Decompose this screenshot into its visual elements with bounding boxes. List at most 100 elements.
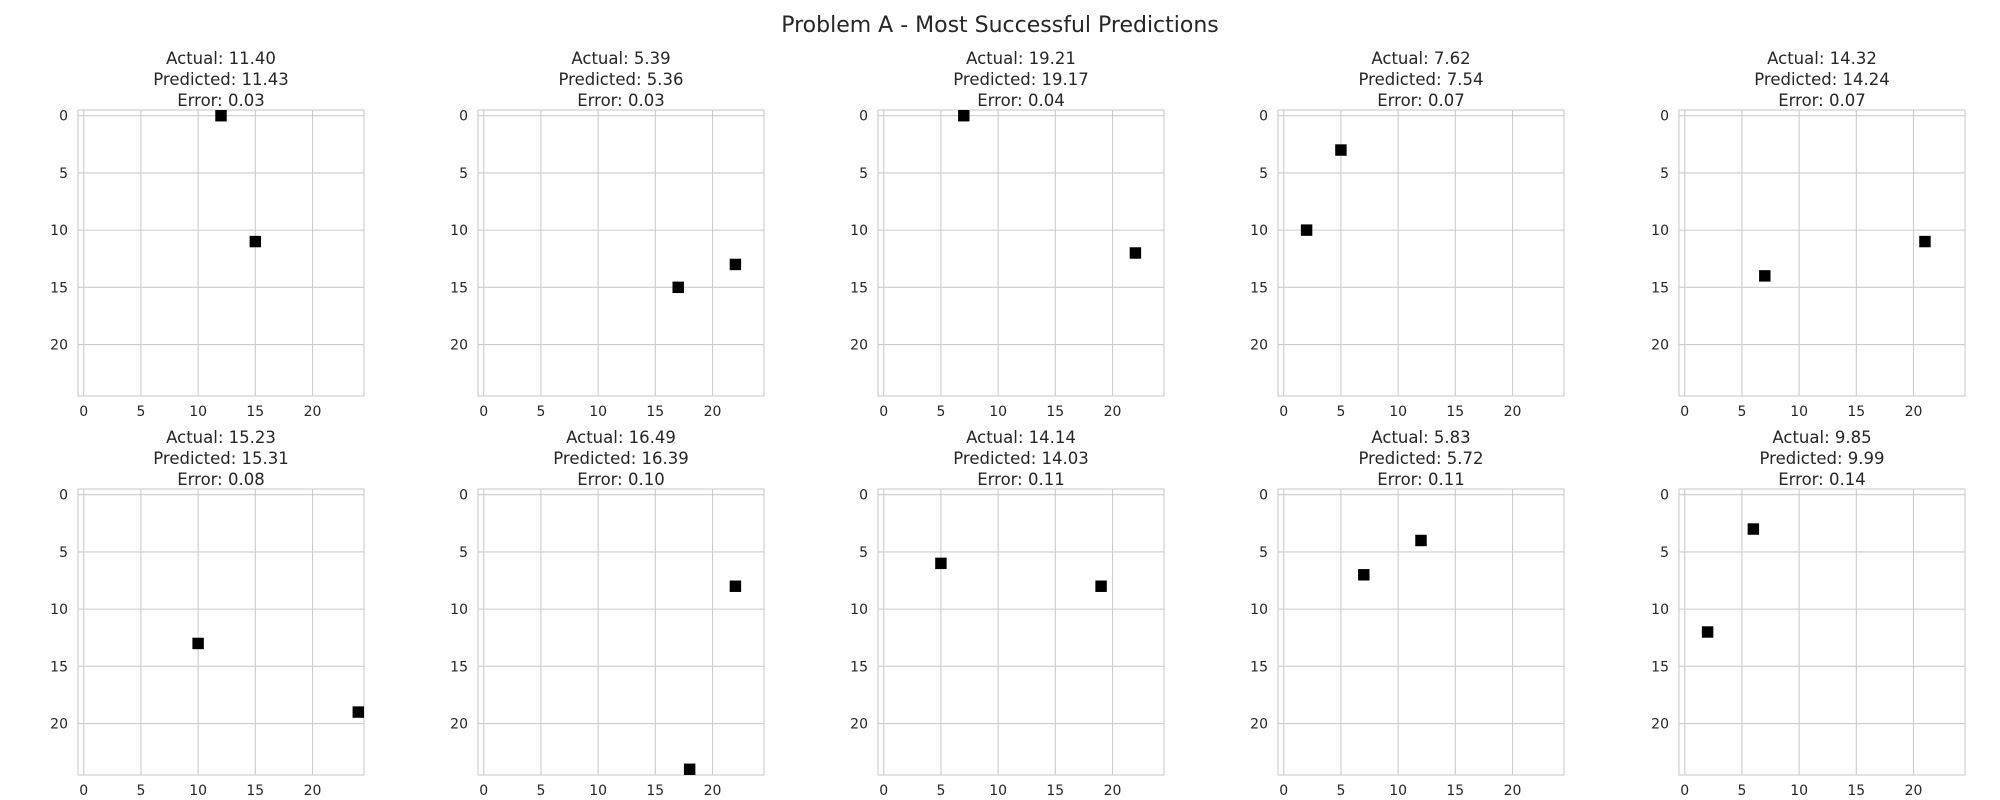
y-tick-label: 5 (1259, 166, 1268, 182)
x-tick-label: 15 (1446, 404, 1464, 420)
y-tick-label: 0 (1259, 109, 1268, 125)
y-tick-label: 20 (1250, 338, 1268, 354)
x-tick-label: 10 (1790, 783, 1808, 799)
x-tick-label: 0 (1680, 783, 1689, 799)
y-tick-label: 15 (50, 280, 68, 296)
axes-frame (1678, 488, 1966, 776)
panel-title-line: Predicted: 5.36 (559, 70, 684, 89)
axes-frame (1277, 488, 1565, 776)
y-tick-label: 0 (59, 488, 68, 504)
panel-title-line: Error: 0.03 (577, 91, 664, 110)
x-tick-label: 20 (304, 783, 322, 799)
x-tick-label: 20 (1905, 783, 1923, 799)
y-tick-label: 20 (850, 338, 868, 354)
panel-title-line: Error: 0.07 (1778, 91, 1865, 110)
y-tick-label: 5 (859, 545, 868, 561)
panel-title-line: Error: 0.07 (1377, 91, 1464, 110)
axes-frame (877, 488, 1165, 776)
axes-frame (1678, 109, 1966, 397)
active-cell (729, 580, 742, 592)
x-tick-label: 20 (1104, 404, 1122, 420)
active-cell (1358, 569, 1370, 581)
active-cell (215, 110, 227, 122)
active-cell (672, 281, 684, 294)
panel-title-line: Actual: 14.14 (966, 428, 1076, 447)
y-tick-label: 0 (859, 488, 868, 504)
y-tick-label: 10 (50, 223, 68, 239)
active-cell (1701, 626, 1714, 638)
x-tick-label: 10 (189, 404, 207, 420)
x-tick-label: 20 (1504, 404, 1522, 420)
panel-7: Actual: 16.49 Predicted: 16.39 Error: 0.10… (450, 428, 765, 799)
y-tick-label: 5 (59, 166, 68, 182)
y-tick-label: 0 (1660, 109, 1669, 125)
y-tick-label: 5 (1259, 545, 1268, 561)
active-cell (1095, 580, 1107, 592)
y-tick-label: 0 (1660, 488, 1669, 504)
y-tick-label: 0 (59, 109, 68, 125)
y-tick-label: 0 (1259, 488, 1268, 504)
active-cell (935, 557, 947, 570)
panel-title-line: Error: 0.11 (977, 470, 1064, 489)
panel-title-line: Actual: 16.49 (566, 428, 676, 447)
active-cell (729, 258, 742, 271)
x-tick-label: 15 (1046, 783, 1064, 799)
x-tick-label: 0 (479, 404, 488, 420)
x-tick-label: 20 (704, 404, 722, 420)
x-tick-label: 0 (79, 404, 88, 420)
y-tick-label: 20 (450, 717, 468, 733)
figure-title: Problem A - Most Successful Predictions (781, 13, 1219, 38)
panel-title-line: Actual: 5.83 (1371, 428, 1470, 447)
active-cell (958, 110, 970, 122)
x-tick-label: 20 (1905, 404, 1923, 420)
y-tick-label: 10 (1651, 602, 1669, 618)
x-tick-label: 15 (246, 783, 264, 799)
panel-8: Actual: 14.14 Predicted: 14.03 Error: 0.11… (850, 428, 1165, 799)
x-tick-label: 15 (1847, 783, 1865, 799)
y-tick-label: 10 (450, 602, 468, 618)
x-tick-label: 5 (1737, 783, 1746, 799)
axes-frame (77, 109, 365, 397)
x-tick-label: 5 (136, 783, 145, 799)
y-tick-label: 15 (50, 659, 68, 675)
y-tick-label: 20 (1651, 717, 1669, 733)
y-tick-label: 15 (450, 659, 468, 675)
x-tick-label: 15 (646, 404, 664, 420)
panel-title-line: Predicted: 7.54 (1359, 70, 1484, 89)
panels-container: Actual: 11.40 Predicted: 11.43 Error: 0.03… (50, 49, 1966, 799)
panel-title-line: Error: 0.10 (577, 470, 664, 489)
x-tick-label: 5 (936, 404, 945, 420)
y-tick-label: 20 (1651, 338, 1669, 354)
y-tick-label: 15 (850, 659, 868, 675)
y-tick-label: 15 (1250, 659, 1268, 675)
panel-4: Actual: 7.62 Predicted: 7.54 Error: 0.07 0 5… (1250, 49, 1565, 420)
x-tick-label: 0 (1279, 404, 1288, 420)
panel-title-line: Error: 0.11 (1377, 470, 1464, 489)
x-tick-label: 10 (989, 404, 1007, 420)
x-tick-label: 20 (1504, 783, 1522, 799)
y-tick-label: 10 (450, 223, 468, 239)
x-tick-label: 15 (246, 404, 264, 420)
x-tick-label: 15 (1446, 783, 1464, 799)
y-tick-label: 5 (859, 166, 868, 182)
y-tick-label: 20 (50, 338, 68, 354)
y-tick-label: 5 (459, 166, 468, 182)
x-tick-label: 0 (79, 783, 88, 799)
y-tick-label: 10 (1651, 223, 1669, 239)
x-tick-label: 15 (1847, 404, 1865, 420)
panel-title-line: Error: 0.03 (177, 91, 264, 110)
x-tick-label: 5 (536, 783, 545, 799)
x-tick-label: 15 (646, 783, 664, 799)
panel-title-line: Predicted: 14.24 (1754, 70, 1890, 89)
x-tick-label: 0 (1680, 404, 1689, 420)
panel-title-line: Actual: 15.23 (166, 428, 276, 447)
x-tick-label: 0 (1279, 783, 1288, 799)
x-tick-label: 10 (1389, 404, 1407, 420)
active-cell (1129, 247, 1142, 259)
y-tick-label: 5 (1660, 545, 1669, 561)
x-tick-label: 10 (189, 783, 207, 799)
x-tick-label: 0 (479, 783, 488, 799)
panel-1: Actual: 11.40 Predicted: 11.43 Error: 0.03… (50, 49, 365, 420)
panel-10: Actual: 9.85 Predicted: 9.99 Error: 0.14 0 5… (1651, 428, 1966, 799)
